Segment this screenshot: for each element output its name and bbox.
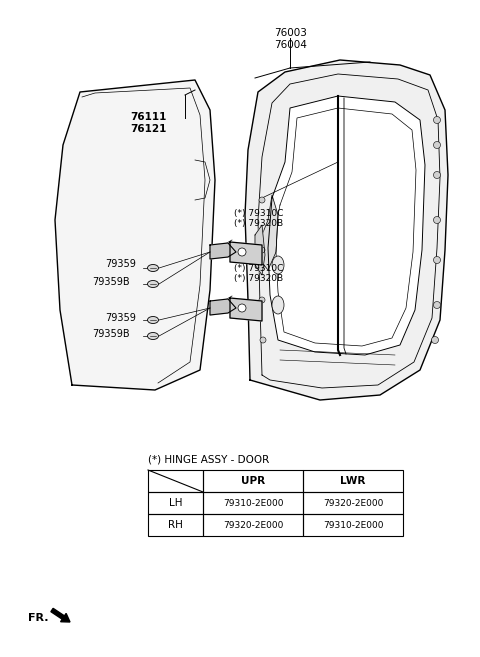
Polygon shape: [210, 299, 236, 315]
Circle shape: [238, 248, 246, 256]
Bar: [303, 492, 403, 514]
Circle shape: [433, 171, 441, 179]
Polygon shape: [260, 195, 278, 270]
Circle shape: [433, 116, 441, 124]
Bar: [303, 514, 403, 536]
Polygon shape: [55, 80, 215, 390]
Circle shape: [433, 256, 441, 263]
Circle shape: [260, 337, 266, 343]
Text: LWR: LWR: [340, 476, 366, 486]
Ellipse shape: [147, 265, 158, 271]
Text: (*) 79310C
(*) 79320B: (*) 79310C (*) 79320B: [234, 209, 283, 228]
Polygon shape: [245, 60, 448, 400]
Polygon shape: [230, 242, 262, 265]
Text: 79320-2E000: 79320-2E000: [223, 520, 283, 530]
Bar: [203, 514, 303, 536]
Ellipse shape: [147, 332, 158, 340]
Text: 79359: 79359: [105, 313, 136, 323]
Ellipse shape: [147, 317, 158, 323]
Text: 79359B: 79359B: [92, 277, 130, 287]
Circle shape: [433, 141, 441, 148]
Text: 79359B: 79359B: [92, 329, 130, 339]
Bar: [203, 470, 303, 492]
Circle shape: [238, 304, 246, 312]
Polygon shape: [230, 298, 262, 321]
Polygon shape: [255, 225, 265, 275]
Polygon shape: [268, 96, 425, 355]
Text: RH: RH: [168, 520, 183, 530]
Text: 76003
76004: 76003 76004: [275, 28, 307, 51]
Bar: [203, 492, 303, 514]
Text: (*) 79310C
(*) 79320B: (*) 79310C (*) 79320B: [234, 263, 283, 283]
Bar: [303, 470, 403, 492]
Text: 79310-2E000: 79310-2E000: [223, 499, 283, 507]
Polygon shape: [210, 243, 236, 259]
Text: 79320-2E000: 79320-2E000: [323, 499, 383, 507]
Circle shape: [433, 217, 441, 223]
Bar: [148, 470, 203, 492]
Ellipse shape: [272, 256, 284, 274]
Circle shape: [259, 247, 265, 253]
Text: UPR: UPR: [241, 476, 265, 486]
Text: (*) HINGE ASSY - DOOR: (*) HINGE ASSY - DOOR: [148, 455, 269, 465]
Circle shape: [432, 336, 439, 344]
Text: LH: LH: [169, 498, 182, 508]
Text: 76111
76121: 76111 76121: [131, 112, 167, 135]
Bar: [148, 492, 203, 514]
FancyArrow shape: [51, 608, 70, 622]
Ellipse shape: [147, 281, 158, 288]
Circle shape: [433, 302, 441, 309]
Circle shape: [259, 297, 265, 303]
Circle shape: [259, 197, 265, 203]
Text: 79310-2E000: 79310-2E000: [323, 520, 383, 530]
Bar: [148, 514, 203, 536]
Ellipse shape: [272, 296, 284, 314]
Text: FR.: FR.: [28, 613, 48, 623]
Text: 79359: 79359: [105, 259, 136, 269]
